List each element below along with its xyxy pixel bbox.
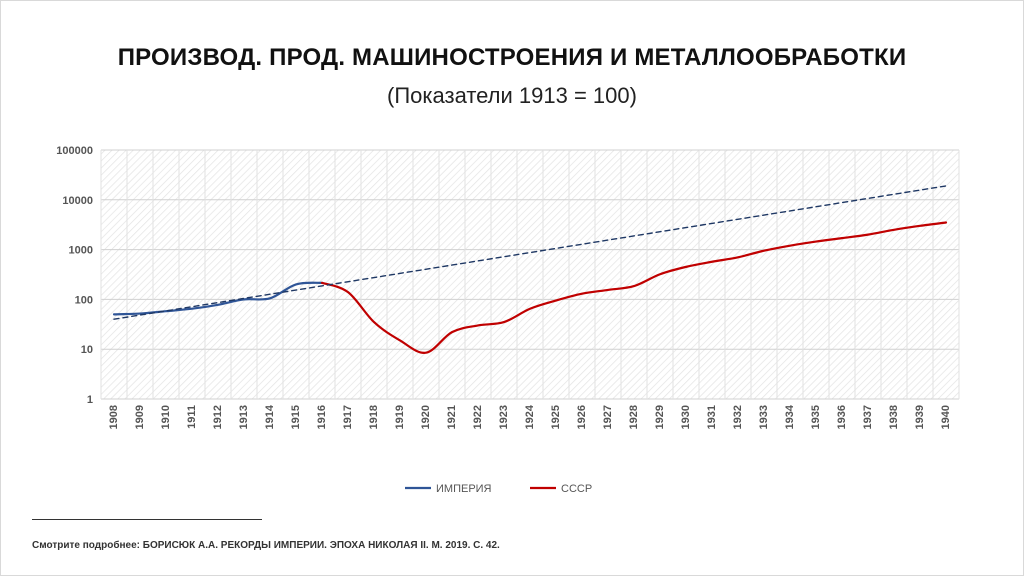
x-tick-label: 1928 [628,405,640,429]
x-tick-label: 1911 [186,405,198,429]
x-tick-label: 1937 [862,405,874,429]
grid-lines [100,149,960,400]
y-tick-label: 1 [87,394,93,406]
x-tick-label: 1910 [160,405,172,429]
x-tick-label: 1929 [654,405,666,429]
x-tick-label: 1939 [914,405,926,429]
x-tick-label: 1919 [394,405,406,429]
x-tick-label: 1909 [134,405,146,429]
x-tick-label: 1938 [888,405,900,429]
legend-label: СССР [561,483,592,495]
x-tick-label: 1923 [498,405,510,429]
y-tick-label: 100 [75,294,93,306]
x-tick-label: 1908 [108,405,120,429]
legend-label: ИМПЕРИЯ [436,483,492,495]
series-line [112,281,324,316]
x-tick-label: 1933 [758,405,770,429]
footnote-divider [32,519,262,520]
x-tick-label: 1921 [446,405,458,429]
x-tick-label: 1917 [342,405,354,429]
x-tick-label: 1940 [940,405,952,429]
x-tick-label: 1932 [732,405,744,429]
x-tick-label: 1922 [472,405,484,429]
footnote: Смотрите подробнее: БОРИСЮК А.А. РЕКОРДЫ… [32,540,500,551]
x-tick-label: 1935 [810,405,822,429]
x-tick-label: 1934 [784,404,796,429]
x-axis-ticks: 1908 1909 1910 1911 1912 1913 1914 1915 1916 1917… [108,404,952,429]
x-tick-label: 1918 [368,405,380,429]
x-tick-label: 1920 [420,405,432,429]
x-tick-label: 1925 [550,405,562,429]
x-tick-label: 1936 [836,405,848,429]
y-tick-label: 10 [81,344,93,356]
legend: ИМПЕРИЯ СССР [405,483,592,495]
series-line [320,221,948,354]
x-tick-label: 1913 [238,405,250,429]
x-tick-label: 1926 [576,405,588,429]
chart-title: ПРОИЗВОД. ПРОД. МАШИНОСТРОЕНИЯ И МЕТАЛЛО… [117,44,907,71]
series-lines [112,185,948,354]
x-tick-label: 1916 [316,405,328,429]
chart-subtitle: (Показатели 1913 = 100) [387,83,637,108]
trend-line [113,185,947,320]
x-tick-label: 1930 [680,405,692,429]
x-tick-label: 1931 [706,405,718,429]
y-tick-label: 1000 [69,245,93,257]
y-tick-label: 100000 [56,145,93,157]
y-axis-ticks: 1 10 100 1000 10000 100000 [56,145,93,406]
x-tick-label: 1914 [264,404,276,429]
x-tick-label: 1924 [524,404,536,429]
y-tick-label: 10000 [62,195,93,207]
plot-area [101,150,959,399]
x-tick-label: 1912 [212,405,224,429]
x-tick-label: 1915 [290,405,302,429]
x-tick-label: 1927 [602,405,614,429]
